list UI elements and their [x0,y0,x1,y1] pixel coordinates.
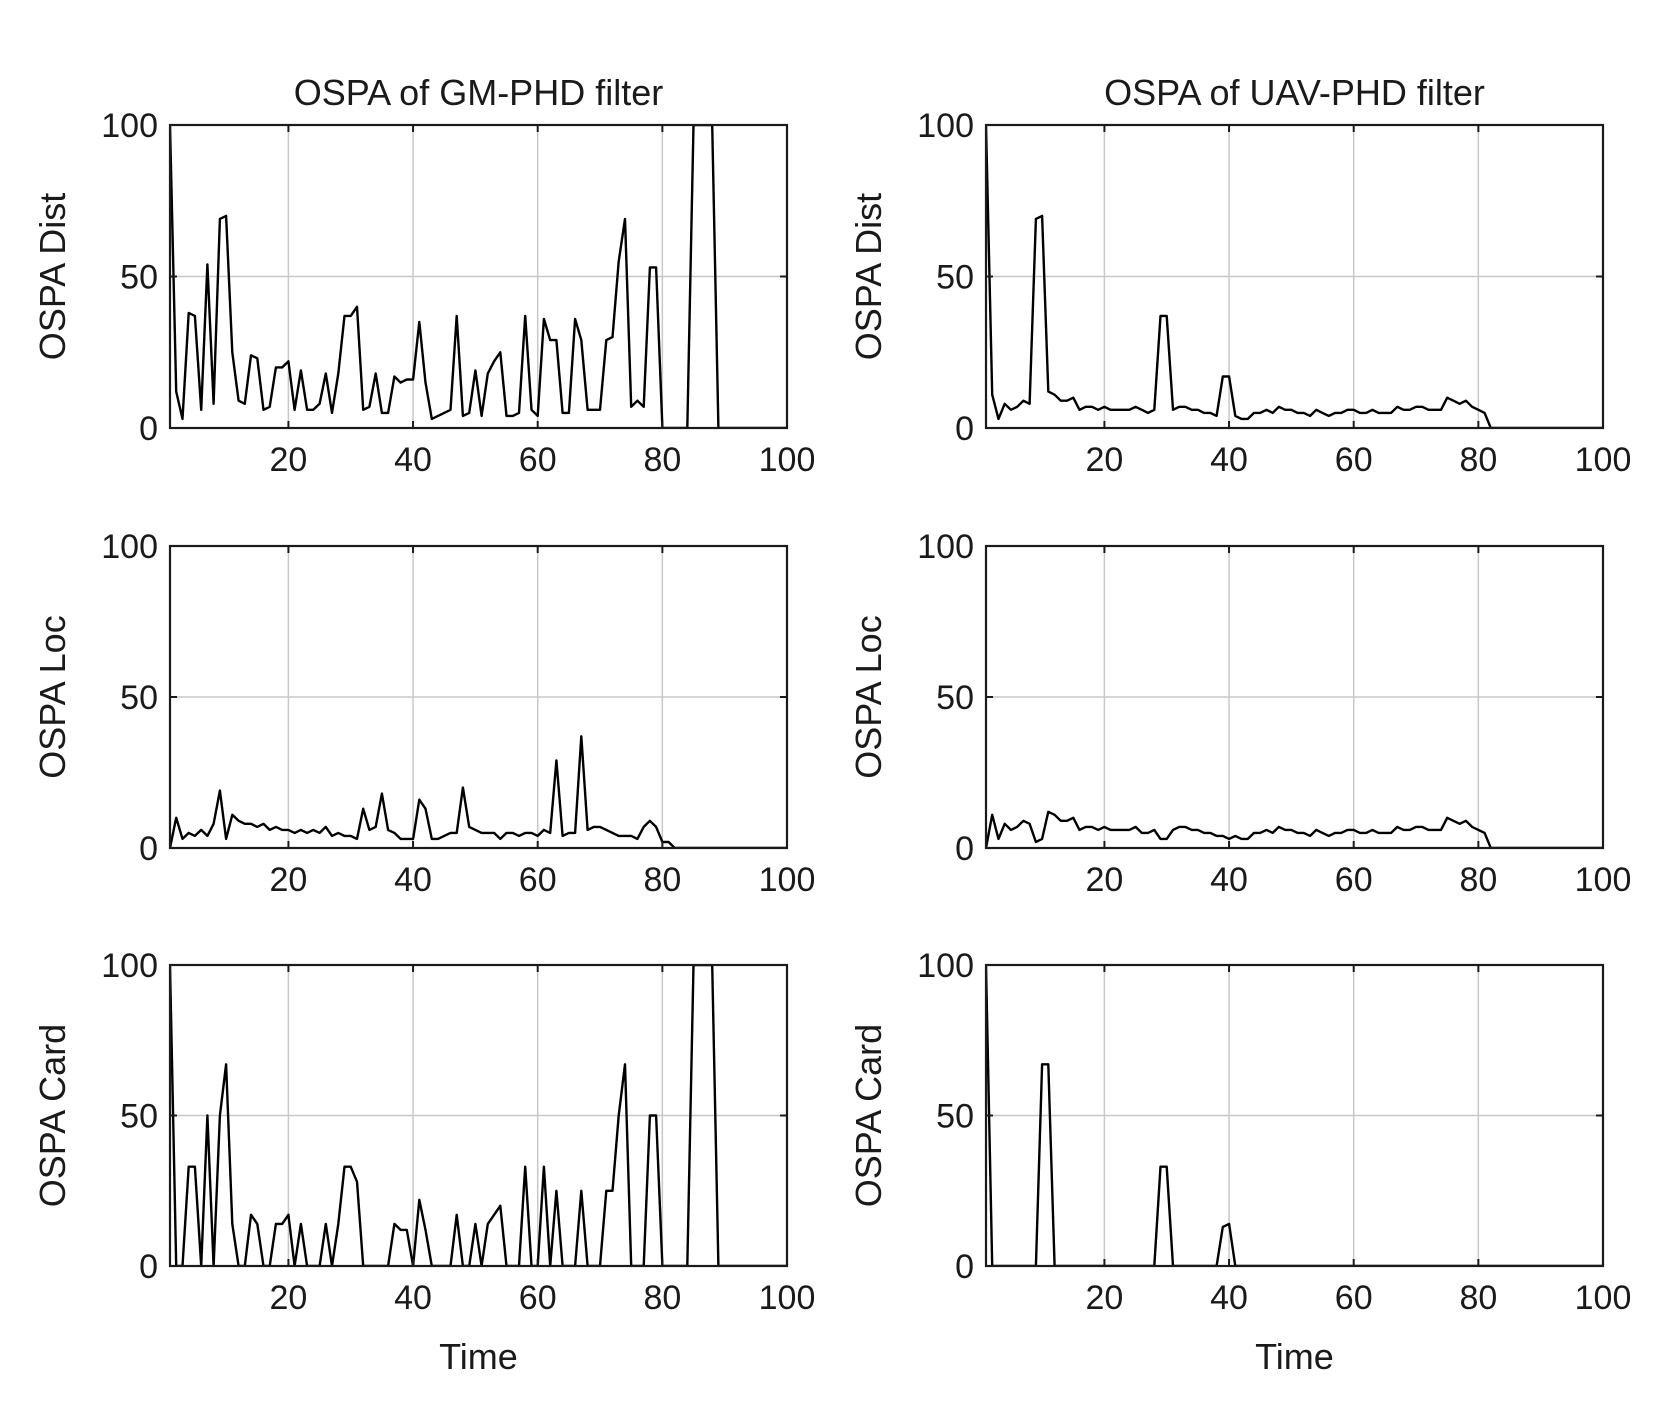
x-axis-label: Time [439,1336,518,1377]
y-axis-label: OSPA Dist [848,193,889,360]
y-axis-label: OSPA Card [848,1024,889,1207]
y-tick-label: 100 [101,947,158,985]
subplot-3: 20 40 60 80 100 0 50 100 OSPA Loc [32,528,815,899]
x-tick-label: 20 [1086,861,1124,899]
y-axis-label: OSPA Card [32,1024,73,1207]
x-tick-label: 20 [270,1279,308,1317]
x-tick-label: 40 [1210,441,1248,479]
plot-title: OSPA of UAV-PHD filter [1104,72,1485,113]
y-tick-label: 50 [120,259,158,297]
y-tick-label: 0 [955,410,974,448]
x-tick-label: 40 [394,1279,432,1317]
x-tick-label: 40 [394,861,432,899]
y-axis-label: OSPA Loc [848,615,889,778]
x-tick-label: 40 [1210,861,1248,899]
y-tick-label: 100 [101,528,158,566]
subplot-4: 20 40 60 80 100 0 50 100 OSPA Loc [848,528,1631,899]
x-tick-label: 60 [519,441,557,479]
x-tick-label: 100 [759,861,816,899]
series-line-1 [170,735,787,848]
y-tick-label: 50 [936,679,974,717]
y-tick-label: 50 [120,1098,158,1136]
y-tick-label: 100 [917,947,974,985]
x-tick-label: 80 [1459,861,1497,899]
x-tick-label: 60 [519,1279,557,1317]
series-line-1 [986,810,1603,848]
x-tick-label: 100 [759,1279,816,1317]
x-tick-label: 20 [1086,1279,1124,1317]
x-tick-label: 100 [1575,441,1632,479]
subplot-1: 20 40 60 80 100 0 50 100 OSPA of GM-PHD filter OS… [32,72,815,479]
plot-title: OSPA of GM-PHD filter [294,72,663,113]
x-tick-label: 80 [643,441,681,479]
subplot-6: 20 40 60 80 100 0 50 100 OSPA Card Time [848,947,1631,1377]
x-tick-label: 60 [519,861,557,899]
x-tick-label: 20 [270,861,308,899]
subplot-2: 20 40 60 80 100 0 50 100 OSPA of UAV-PHD filter O… [848,72,1631,479]
x-tick-label: 20 [1086,441,1124,479]
y-tick-label: 0 [139,830,158,868]
x-tick-label: 80 [1459,441,1497,479]
x-tick-label: 80 [643,1279,681,1317]
x-tick-label: 60 [1335,441,1373,479]
series-line-1 [170,965,787,1266]
y-tick-label: 0 [955,1248,974,1286]
x-tick-label: 60 [1335,861,1373,899]
x-tick-label: 80 [1459,1279,1497,1317]
y-tick-label: 0 [955,830,974,868]
y-tick-label: 100 [917,528,974,566]
x-tick-label: 20 [270,441,308,479]
y-axis-label: OSPA Loc [32,615,73,778]
subplot-5: 20 40 60 80 100 0 50 100 OSPA Card Time [32,947,815,1377]
y-tick-label: 50 [936,259,974,297]
x-axis-label: Time [1255,1336,1334,1377]
x-tick-label: 100 [1575,861,1632,899]
y-tick-label: 100 [917,107,974,145]
x-tick-label: 100 [759,441,816,479]
x-tick-label: 40 [394,441,432,479]
y-tick-label: 0 [139,410,158,448]
series-line-1 [986,125,1603,428]
x-tick-label: 80 [643,861,681,899]
y-axis-label: OSPA Dist [32,193,73,360]
series-line-1 [170,125,787,428]
y-tick-label: 100 [101,107,158,145]
x-tick-label: 40 [1210,1279,1248,1317]
y-tick-label: 50 [120,679,158,717]
y-tick-label: 0 [139,1248,158,1286]
x-tick-label: 100 [1575,1279,1632,1317]
y-tick-label: 50 [936,1098,974,1136]
x-tick-label: 60 [1335,1279,1373,1317]
